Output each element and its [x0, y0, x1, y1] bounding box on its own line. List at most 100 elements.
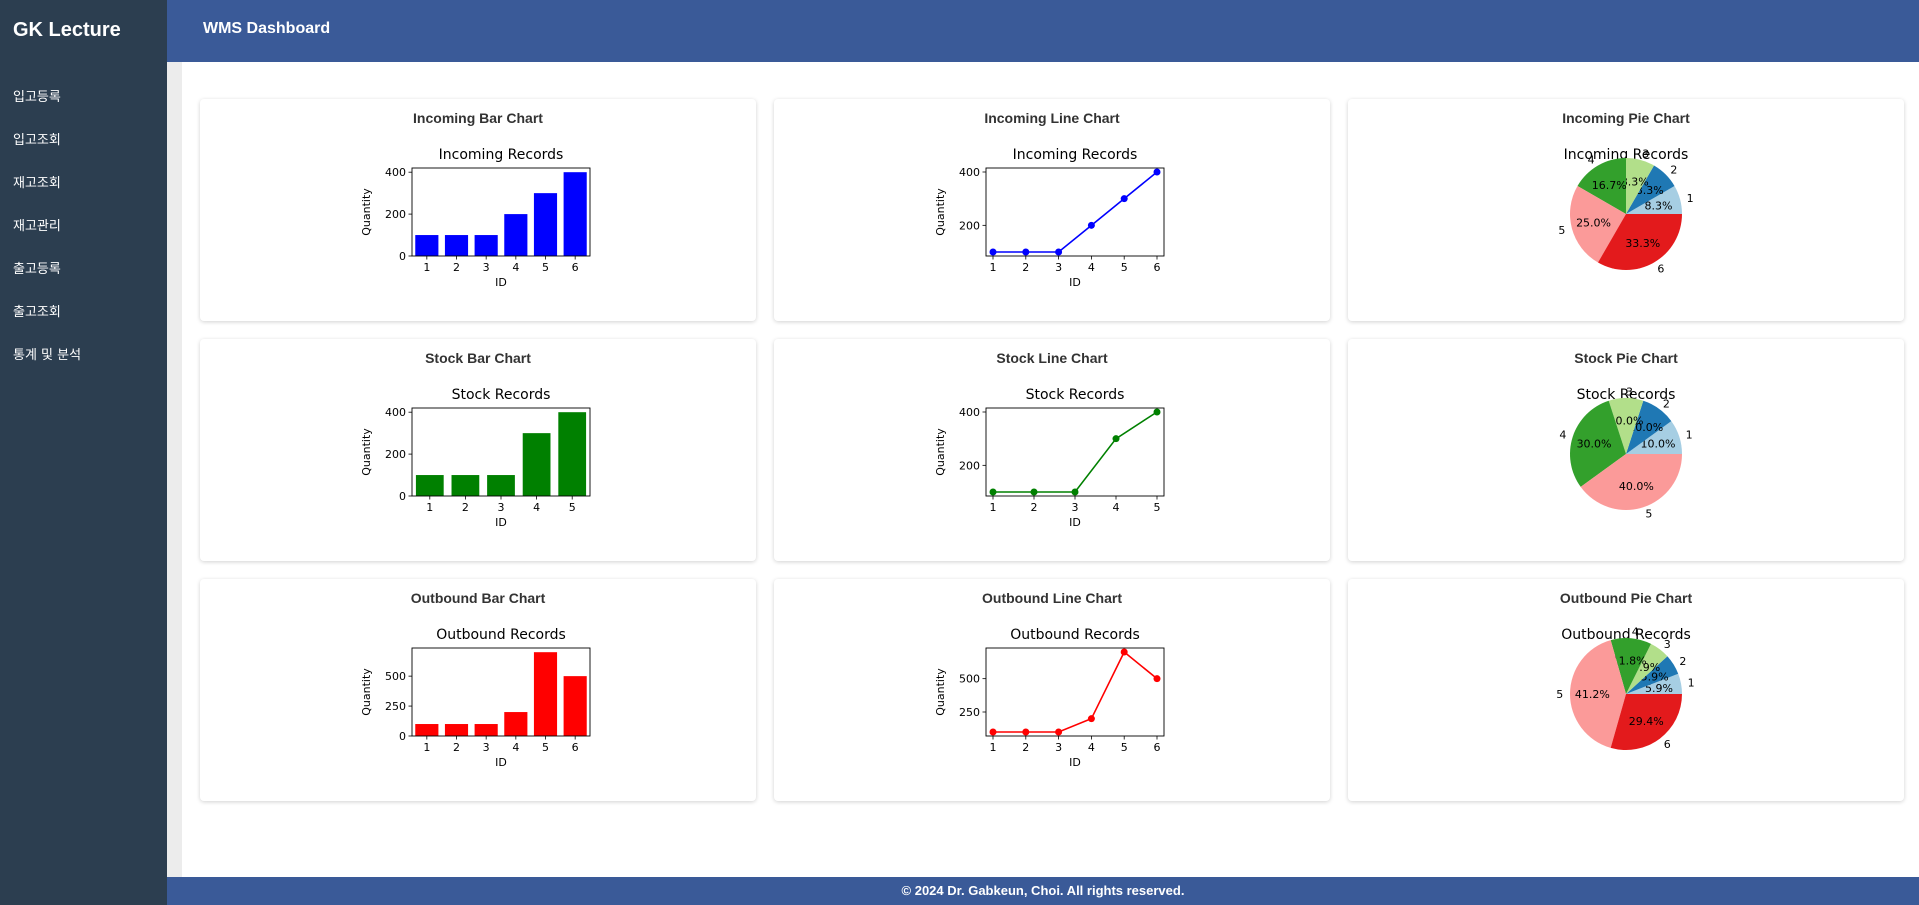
- y-tick-label: 0: [399, 250, 406, 263]
- point-1: [989, 488, 997, 496]
- pie-label: 4: [1559, 429, 1566, 442]
- chart-svg: Stock Records110.0%210.0%310.0%430.0%540…: [1559, 385, 1692, 520]
- pie-label: 5: [1558, 224, 1565, 237]
- x-tick-label: 5: [1154, 501, 1161, 514]
- x-tick-label: 2: [1022, 741, 1029, 754]
- pie-slice-4: [1610, 638, 1651, 694]
- x-tick-label: 2: [1022, 261, 1029, 274]
- pie-label: 6: [1657, 262, 1664, 275]
- point-3: [1055, 248, 1063, 256]
- pie-percent-label: 10.0%: [1628, 421, 1663, 434]
- chart-title: Outbound Records: [436, 627, 566, 643]
- chart-card: Stock Line Chart Stock Records 1 2 3 4 5 200 400…: [774, 339, 1330, 561]
- pie-percent-label: 41.2%: [1575, 688, 1610, 701]
- bar-1: [415, 235, 439, 256]
- bar-4: [522, 433, 551, 496]
- point-5: [1120, 648, 1128, 656]
- y-tick-label: 500: [385, 670, 406, 683]
- pie-label: 3: [1642, 147, 1649, 160]
- y-tick-label: 0: [399, 490, 406, 503]
- sidebar-item-stock-management[interactable]: 재고관리: [13, 219, 61, 234]
- pie-slice-2: [1626, 656, 1679, 694]
- y-tick-label: 200: [385, 448, 406, 461]
- x-tick-label: 3: [483, 261, 490, 274]
- y-axis-label: Quantity: [360, 428, 373, 476]
- x-tick-label: 6: [572, 261, 579, 274]
- chart-grid: Incoming Bar Chart Incoming Records 1 2 3 4 5 6…: [200, 99, 1904, 801]
- bar-2: [444, 724, 469, 736]
- point-5: [1153, 408, 1161, 416]
- point-4: [1087, 715, 1095, 723]
- bar-6: [563, 676, 587, 736]
- page-title: WMS Dashboard: [203, 20, 331, 37]
- point-1: [989, 248, 997, 256]
- chart-card-title: Outbound Pie Chart: [1559, 590, 1693, 606]
- y-tick-label: 0: [399, 730, 406, 743]
- x-axis-label: ID: [1069, 276, 1081, 289]
- pie-slice-5: [1580, 454, 1682, 510]
- bar-4: [504, 712, 528, 736]
- chart-title: Outbound Records: [1010, 627, 1140, 643]
- bar-2: [451, 475, 480, 496]
- chart-card-title: Outbound Line Chart: [982, 590, 1122, 606]
- chart-card: Outbound Pie Chart Outbound Records 1 5.9% 2…: [1348, 579, 1904, 801]
- x-tick-label: 4: [512, 261, 519, 274]
- pie-percent-label: 10.0%: [1609, 414, 1644, 427]
- pie-percent-label: 16.7%: [1592, 179, 1627, 192]
- chart-card-title: Incoming Pie Chart: [1562, 110, 1690, 126]
- y-axis-label: Quantity: [934, 428, 947, 476]
- bar-5: [533, 652, 558, 736]
- pie-slice-2: [1626, 400, 1672, 454]
- x-axis-label: ID: [1069, 756, 1081, 769]
- x-tick-label: 5: [569, 501, 576, 514]
- chart-title: Stock Records: [1577, 387, 1676, 403]
- sidebar: GK Lecture 입고등록 입고조회 재고조회 재고관리 출고등록 출고조회…: [0, 0, 167, 905]
- bar-6: [563, 172, 587, 256]
- plot-frame: [411, 647, 591, 737]
- point-2: [1022, 728, 1030, 736]
- series-line: [993, 411, 1158, 493]
- bar-2: [444, 235, 469, 256]
- x-tick-label: 4: [1088, 741, 1095, 754]
- bar-1: [415, 475, 444, 496]
- x-tick-label: 1: [990, 501, 997, 514]
- point-3: [1055, 728, 1063, 736]
- x-tick-label: 4: [1088, 261, 1095, 274]
- y-tick-label: 400: [959, 406, 980, 419]
- pie-percent-label: 8.3%: [1644, 199, 1672, 212]
- pie-label: 3: [1626, 385, 1633, 398]
- x-tick-label: 3: [498, 501, 505, 514]
- plot-frame: [411, 167, 591, 257]
- sidebar-item-incoming-inquiry[interactable]: 입고조회: [13, 133, 61, 148]
- pie-label: 2: [1670, 164, 1677, 177]
- x-tick-label: 2: [462, 501, 469, 514]
- dashboard-main: Incoming Bar Chart Incoming Records 1 2 3 4 5 6…: [182, 62, 1919, 877]
- y-axis-label: Quantity: [360, 668, 373, 716]
- pie-label: 5: [1556, 688, 1563, 701]
- x-tick-label: 3: [1072, 501, 1079, 514]
- x-tick-label: 4: [533, 501, 540, 514]
- y-tick-label: 400: [959, 166, 980, 179]
- x-tick-label: 6: [572, 741, 579, 754]
- sidebar-item-incoming-register[interactable]: 입고등록: [13, 90, 61, 105]
- y-tick-label: 250: [959, 706, 980, 719]
- pie-label: 4: [1632, 626, 1639, 639]
- pie-slice-1: [1626, 186, 1682, 214]
- pie-percent-label: 30.0%: [1577, 438, 1612, 451]
- sidebar-item-stock-inquiry[interactable]: 재고조회: [13, 176, 61, 191]
- chart-title: Stock Records: [1026, 387, 1125, 403]
- chart-svg: Stock Records 1 2 3 4 5 200 400 ID Quantity: [934, 387, 1165, 529]
- brand-logo[interactable]: GK Lecture: [13, 19, 121, 41]
- sidebar-item-outbound-inquiry[interactable]: 출고조회: [13, 305, 61, 320]
- bar-1: [415, 724, 439, 736]
- bar-5: [533, 193, 558, 256]
- sidebar-item-outbound-register[interactable]: 출고등록: [13, 262, 61, 277]
- bar-3: [474, 724, 498, 736]
- y-axis-label: Quantity: [360, 188, 373, 236]
- bar-3: [474, 235, 498, 256]
- pie-label: 4: [1588, 154, 1595, 167]
- point-1: [989, 728, 997, 736]
- sidebar-item-statistics[interactable]: 통계 및 분석: [13, 348, 82, 363]
- x-tick-label: 6: [1154, 741, 1161, 754]
- pie-percent-label: 33.3%: [1625, 237, 1660, 250]
